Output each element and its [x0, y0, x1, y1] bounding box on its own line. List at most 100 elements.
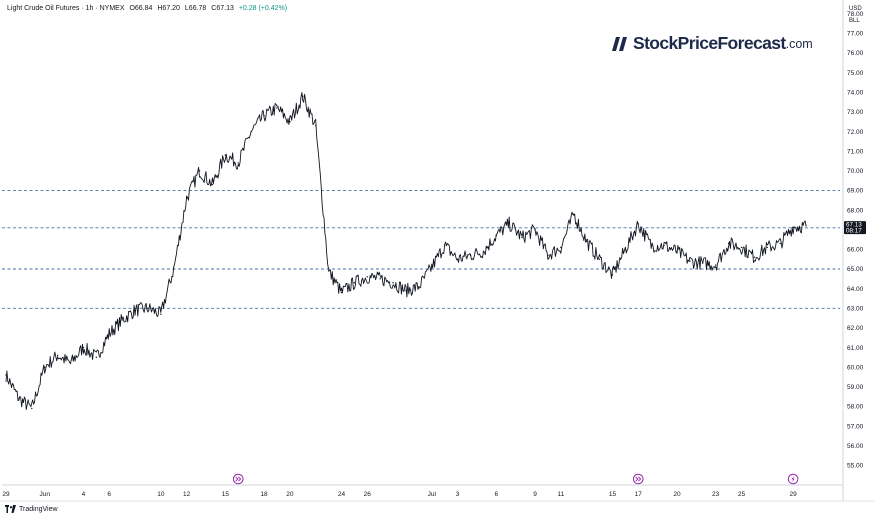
y-tick-label: 77.00 — [847, 31, 864, 38]
forward-arrows-icon — [235, 476, 242, 482]
x-tick-label: 12 — [183, 491, 191, 498]
x-tick-label: 25 — [738, 491, 746, 498]
data-point — [534, 229, 536, 231]
data-point — [753, 256, 756, 258]
y-tick-label: 56.00 — [847, 443, 864, 450]
x-tick-label: Jul — [428, 491, 437, 498]
data-point — [689, 260, 691, 262]
data-point — [5, 374, 7, 376]
data-point — [792, 226, 794, 228]
data-point — [95, 356, 98, 359]
y-tick-label: 76.00 — [847, 50, 864, 57]
x-tick-label: 3 — [456, 491, 460, 498]
y-tick-label: 64.00 — [847, 286, 864, 293]
x-tick-label: 29 — [2, 491, 10, 498]
data-point — [366, 276, 368, 278]
data-point — [18, 397, 20, 400]
data-point — [31, 407, 33, 410]
tradingview-footer[interactable]: TradingView — [5, 505, 58, 513]
data-point — [379, 278, 381, 280]
x-tick-label: 15 — [222, 491, 230, 498]
currency-label[interactable]: USD — [849, 6, 862, 12]
y-tick-label: 78.00 — [847, 11, 864, 18]
tradingview-logo-icon — [5, 505, 16, 513]
data-point — [650, 244, 652, 247]
x-tick-label: 29 — [789, 491, 797, 498]
data-point — [560, 246, 562, 249]
data-point — [405, 289, 407, 292]
y-tick-label: 66.00 — [847, 247, 864, 254]
data-point — [495, 234, 498, 237]
data-point — [663, 244, 665, 247]
data-point — [56, 354, 59, 357]
x-tick-label: 10 — [157, 491, 165, 498]
ohlc-open: O66.84 — [129, 5, 153, 12]
tradingview-label: TradingView — [19, 505, 58, 513]
y-tick-label: 55.00 — [847, 463, 864, 470]
data-point — [521, 236, 523, 239]
data-point — [418, 285, 420, 288]
y-tick-label: 74.00 — [847, 89, 864, 96]
x-tick-label: 24 — [338, 491, 346, 498]
y-tick-label: 75.00 — [847, 70, 864, 77]
data-point — [779, 242, 781, 245]
data-point — [340, 291, 343, 294]
data-point — [250, 130, 252, 133]
x-tick-label: 15 — [609, 491, 617, 498]
y-tick-label: 70.00 — [847, 168, 864, 175]
chart-header: Light Crude Oil Futures · 1h · NYMEX O66… — [7, 5, 290, 12]
x-tick-label: 6 — [495, 491, 499, 498]
data-point — [805, 225, 807, 227]
data-point — [392, 282, 394, 284]
data-point — [263, 115, 265, 117]
data-point — [714, 264, 717, 266]
data-point — [289, 121, 291, 123]
data-point — [456, 258, 459, 260]
ohlc-change: +0.28 (+0.42%) — [238, 5, 288, 12]
y-tick-label: 72.00 — [847, 129, 864, 136]
y-tick-label: 57.00 — [847, 423, 864, 430]
data-point — [444, 244, 446, 247]
data-point — [314, 124, 317, 127]
x-tick-label: 23 — [712, 491, 720, 498]
x-tick-label: 4 — [82, 491, 86, 498]
data-point — [237, 162, 239, 164]
data-point — [676, 250, 678, 253]
y-tick-label: 60.00 — [847, 364, 864, 371]
y-tick-label: 68.00 — [847, 207, 864, 214]
data-point — [82, 346, 85, 349]
x-tick-label: 18 — [260, 491, 268, 498]
y-tick-label: 71.00 — [847, 148, 864, 155]
last-price-value: 67.13 — [846, 222, 862, 229]
ohlc-low: L66.78 — [184, 5, 207, 12]
data-point — [766, 246, 768, 249]
price-series-line — [5, 92, 807, 410]
data-point — [482, 250, 485, 253]
logo-brand-text: StockPriceForecast — [633, 33, 786, 53]
data-point — [327, 270, 330, 272]
data-point — [598, 258, 601, 260]
y-tick-label: 62.00 — [847, 325, 864, 332]
data-point — [573, 213, 575, 215]
x-tick-label: 26 — [364, 491, 372, 498]
unit-label[interactable]: BLL — [849, 18, 860, 24]
data-point — [276, 107, 278, 109]
data-point — [508, 223, 510, 225]
y-tick-label: 73.00 — [847, 109, 864, 116]
data-point — [108, 333, 110, 335]
ohlc-high: H67.20 — [157, 5, 180, 12]
data-point — [44, 366, 46, 368]
y-tick-label: 58.00 — [847, 404, 864, 411]
logo-slashes-icon — [612, 36, 627, 51]
y-tick-label: 59.00 — [847, 384, 864, 391]
x-tick-label: 11 — [557, 491, 564, 498]
data-point — [121, 319, 123, 321]
y-tick-label: 63.00 — [847, 305, 864, 312]
x-tick-label: 17 — [635, 491, 643, 498]
lightning-icon — [791, 476, 795, 482]
data-point — [185, 197, 188, 200]
x-tick-label: 6 — [107, 491, 111, 498]
y-tick-label: 65.00 — [847, 266, 864, 273]
